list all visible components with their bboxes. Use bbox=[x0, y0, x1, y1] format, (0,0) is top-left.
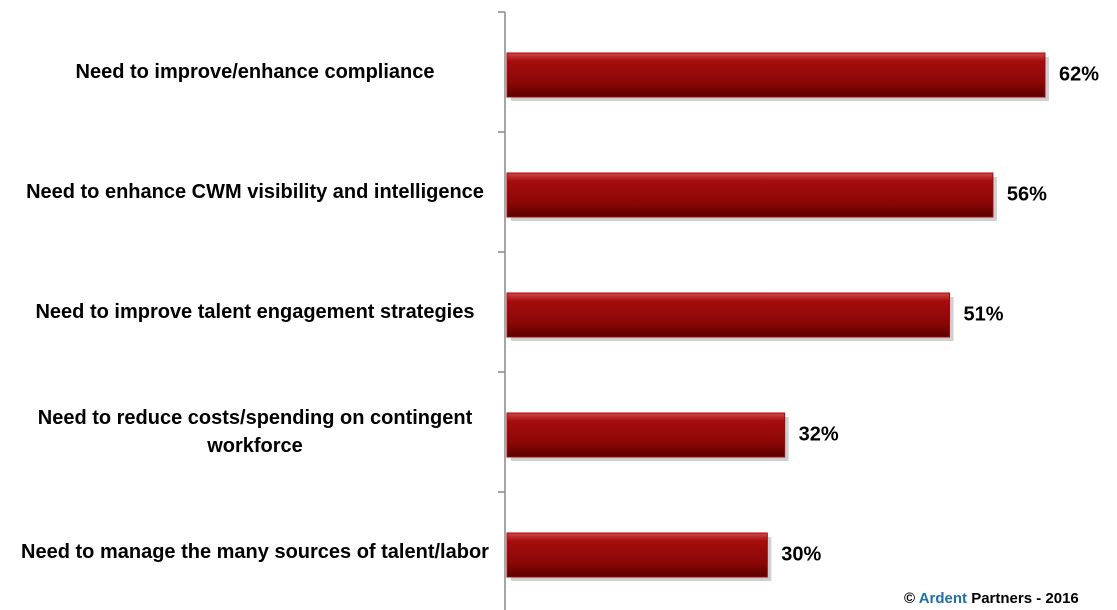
value-label: 56% bbox=[1006, 183, 1047, 206]
category-label: Need to improve/enhance compliance bbox=[75, 61, 435, 83]
category-label: Need to reduce costs/spending on conting… bbox=[37, 407, 473, 457]
value-label: 30% bbox=[781, 543, 822, 566]
bar bbox=[506, 52, 1046, 98]
value-label: 62% bbox=[1058, 63, 1099, 86]
category-label: Need to improve talent engagement strate… bbox=[35, 301, 475, 323]
bar bbox=[506, 172, 994, 218]
credit-symbol: © bbox=[904, 590, 916, 607]
credit-brand: Ardent bbox=[918, 590, 968, 607]
value-label: 32% bbox=[798, 423, 839, 446]
value-label: 51% bbox=[963, 303, 1004, 326]
bar bbox=[506, 412, 786, 458]
category-label: Need to enhance CWM visibility and intel… bbox=[26, 181, 484, 203]
bar bbox=[506, 292, 951, 338]
bar bbox=[506, 532, 768, 578]
credit-rest: Partners - 2016 bbox=[971, 590, 1079, 607]
category-label: Need to manage the many sources of talen… bbox=[21, 541, 489, 563]
credit: © Ardent Partners - 2016 bbox=[904, 590, 1079, 607]
